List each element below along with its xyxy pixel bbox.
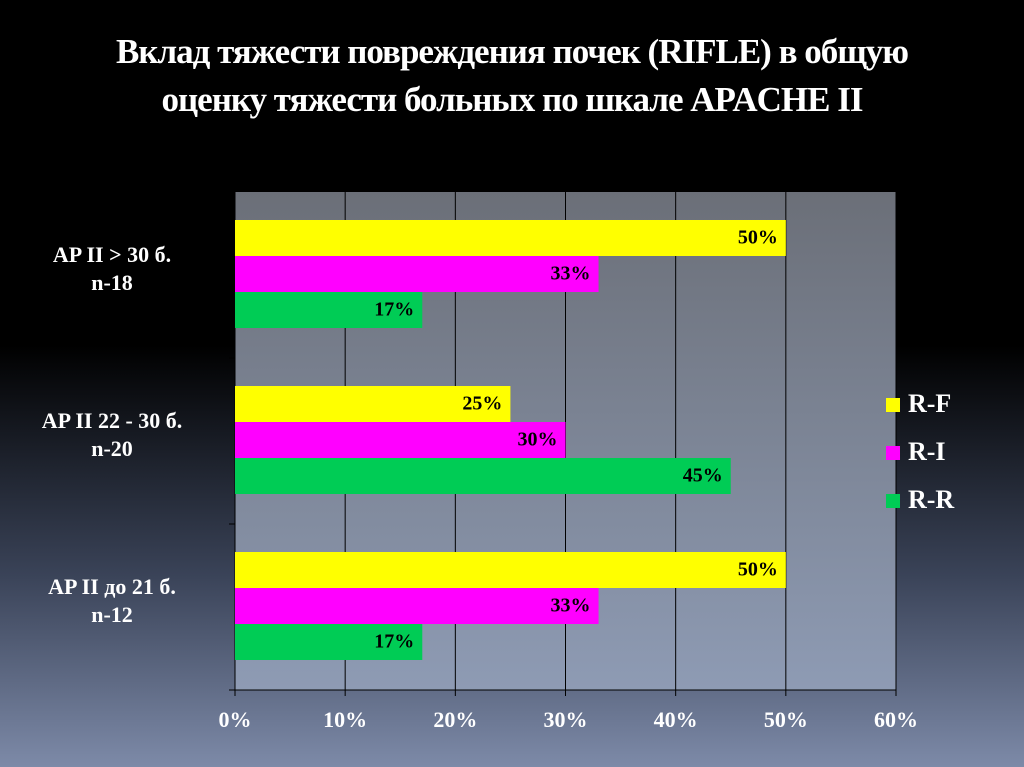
value-label: 25% [462,393,502,415]
x-tick-label: 60% [874,707,918,732]
value-label: 17% [374,299,414,321]
value-label: 17% [374,631,414,653]
x-tick-label: 20% [433,707,477,732]
value-label: 50% [738,227,778,249]
x-tick-label: 30% [544,707,588,732]
y-tick-label: AP II до 21 б. n-12 [48,574,176,627]
bar [235,422,566,458]
legend-label: R-F [908,389,951,418]
value-label: 50% [738,559,778,581]
x-tick-label: 0% [219,707,252,732]
legend-label: R-R [908,485,954,514]
legend-swatch [886,446,900,460]
bar [235,386,511,422]
bar [235,292,423,328]
value-label: 45% [683,465,723,487]
chart-title: Вклад тяжести повреждения почек (RIFLE) … [115,32,909,119]
bar [235,458,731,494]
value-label: 33% [551,595,591,617]
bar [235,624,423,660]
x-tick-label: 40% [654,707,698,732]
bar [235,220,786,256]
bar [235,552,786,588]
value-label: 30% [518,429,558,451]
x-tick-label: 10% [323,707,367,732]
bar [235,256,599,292]
y-tick-label: AP II 22 - 30 б. n-20 [41,408,183,461]
value-label: 33% [551,263,591,285]
bar [235,588,599,624]
legend-swatch [886,398,900,412]
x-tick-label: 50% [764,707,808,732]
y-tick-label: AP II > 30 б. n-18 [52,242,172,295]
legend-swatch [886,494,900,508]
legend-label: R-I [908,437,946,466]
